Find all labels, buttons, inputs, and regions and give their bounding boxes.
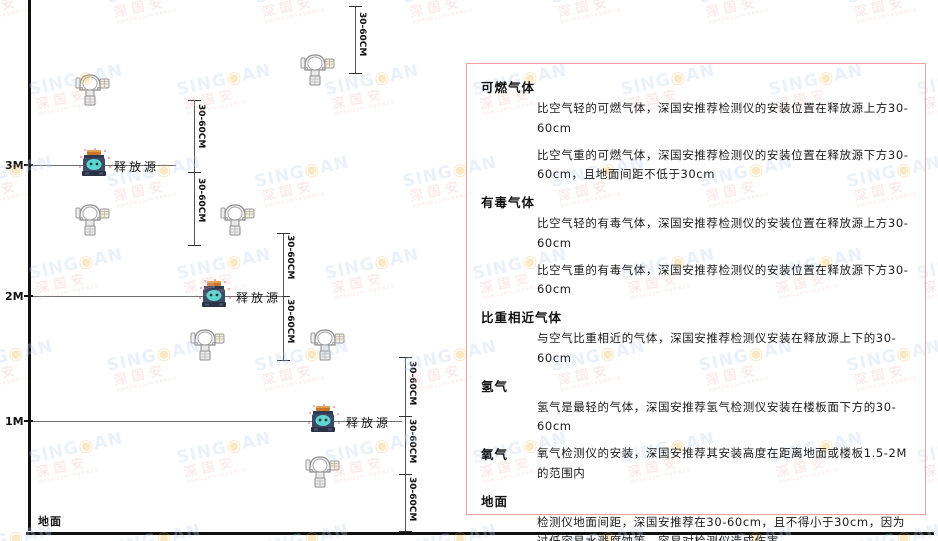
level-line-1m <box>28 421 306 422</box>
level-label-1m: 1M <box>5 415 24 428</box>
release-source-glyph <box>79 148 111 176</box>
level-tick-3m <box>24 164 33 166</box>
release-source-icon <box>78 148 112 178</box>
panel-section-heading: 氧气 <box>481 447 509 463</box>
panel-section-heading: 氢气 <box>481 378 509 394</box>
panel-section-paragraph: 与空气比重相近的气体，深国安推荐检测仪安装在释放源上下的30-60cm <box>537 331 897 365</box>
level-label-3m: 3M <box>5 159 24 172</box>
connector-line-2m <box>196 296 282 297</box>
gas-detector-icon <box>305 325 351 363</box>
dimension-label: 30-60CM <box>196 178 206 223</box>
panel-section-paragraph: 氢气是最轻的气体，深国安推荐氢气检测仪安装在楼板面下方的30-60cm <box>537 399 897 434</box>
panel-section-paragraph: 氧气检测仪的安装，深国安推荐其安装高度在距离地面或楼板1.5-2M的范围内 <box>537 446 907 480</box>
info-panel: 可燃气体 比空气轻的可燃气体，深国安推荐检测仪的安装位置在释放源上方30-60cm… <box>466 63 926 541</box>
panel-section-paragraph: 检测仪地面间距，深国安推荐在30-60cm，且不得小于30cm，因为过低容易水溅… <box>537 514 905 541</box>
panel-section-paragraph: 比空气轻的可燃气体，深国安推荐检测仪的安装位置在释放源上方30-60cm <box>537 101 909 135</box>
panel-section-similar-density-gas: 比重相近气体与空气比重相近的气体，深国安推荐检测仪安装在释放源上下的30-60c… <box>481 307 911 369</box>
panel-section-ground: 地面检测仪地面间距，深国安推荐在30-60cm，且不得小于30cm，因为过低容易… <box>481 491 911 541</box>
level-tick-1m <box>24 420 33 422</box>
panel-section-paragraph: 比空气重的可燃气体，深国安推荐检测仪的安装位置在释放源下方30-60cm，且地面… <box>537 147 909 182</box>
dimension-label: 30-60CM <box>407 419 417 464</box>
release-source-label-2m: 释放源 <box>236 291 282 305</box>
dimension-label: 30-60CM <box>285 235 295 280</box>
ground-label: 地面 <box>38 515 62 528</box>
level-label-2m: 2M <box>5 290 24 303</box>
gas-detector-icon <box>70 200 116 238</box>
gas-detector-icon <box>295 50 341 88</box>
ground-axis <box>26 532 934 535</box>
gas-detector-icon <box>70 70 116 108</box>
gas-detector-glyph <box>190 329 225 361</box>
dimension-label: 30-60CM <box>407 361 417 406</box>
gas-detector-glyph <box>310 329 345 361</box>
release-source-label-1m: 释放源 <box>346 416 392 430</box>
dimension-label: 30-60CM <box>357 12 367 57</box>
gas-detector-glyph <box>220 204 255 236</box>
dimension-label: 30-60CM <box>407 477 417 522</box>
release-source-glyph <box>308 404 340 432</box>
gas-detector-glyph <box>300 54 335 86</box>
panel-section-heading: 比重相近气体 <box>481 310 563 326</box>
panel-section-hydrogen: 氢气氢气是最轻的气体，深国安推荐氢气检测仪安装在楼板面下方的30-60cm <box>481 376 911 438</box>
vertical-axis <box>28 0 31 531</box>
panel-section-toxic-gas: 有毒气体 比空气轻的有毒气体，深国安推荐检测仪的安装位置在释放源上方30-60cm… <box>481 192 911 300</box>
panel-section-flammable-gas: 可燃气体 比空气轻的可燃气体，深国安推荐检测仪的安装位置在释放源上方30-60cm… <box>481 77 911 185</box>
panel-section-heading: 地面 <box>481 493 509 509</box>
gas-detector-icon <box>185 325 231 363</box>
gas-detector-icon <box>300 452 346 490</box>
release-source-icon <box>307 404 341 434</box>
panel-section-paragraph: 比空气重的有毒气体，深国安推荐检测仪的安装位置在释放源下方30-60cm <box>537 262 909 297</box>
dimension-label: 30-60CM <box>285 299 295 344</box>
panel-section-paragraph: 比空气轻的有毒气体，深国安推荐检测仪的安装位置在释放源上方30-60cm <box>537 216 909 250</box>
release-source-label-3m: 释放源 <box>114 160 160 174</box>
connector-line-1m <box>306 421 402 422</box>
level-line-2m <box>28 296 196 297</box>
gas-detector-icon <box>215 200 261 238</box>
gas-detector-glyph <box>75 204 110 236</box>
level-tick-2m <box>24 295 33 297</box>
panel-section-heading: 可燃气体 <box>481 80 536 95</box>
dimension-label: 30-60CM <box>196 104 206 149</box>
release-source-icon <box>198 279 232 309</box>
panel-section-oxygen: 氧气 氧气检测仪的安装，深国安推荐其安装高度在距离地面或楼板1.5-2M的范围内 <box>481 444 911 484</box>
gas-detector-glyph <box>305 456 340 488</box>
panel-section-heading: 有毒气体 <box>481 195 536 211</box>
release-source-glyph <box>199 279 231 307</box>
gas-detector-glyph <box>75 74 110 106</box>
